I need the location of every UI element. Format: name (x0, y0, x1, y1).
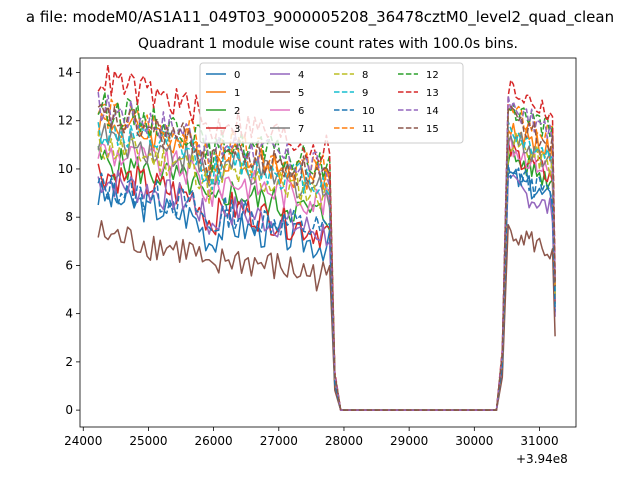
chart-title: Quadrant 1 module wise count rates with … (138, 36, 518, 52)
legend-label-9: 9 (362, 88, 368, 99)
series-line-15 (97, 103, 556, 411)
x-tick-label: 25000 (129, 434, 167, 448)
y-axis: 0 2 4 6 8 10 12 14 (58, 65, 80, 417)
legend-label-0: 0 (234, 70, 240, 81)
series-line-14 (97, 92, 556, 411)
x-tick-label: 28000 (325, 434, 363, 448)
x-tick-label: 29000 (390, 434, 428, 448)
series-line-11 (97, 98, 556, 411)
legend-label-8: 8 (362, 70, 368, 81)
y-tick-label: 0 (65, 403, 73, 417)
series-layer (97, 64, 556, 411)
x-tick-label: 24000 (64, 434, 102, 448)
x-tick-label: 27000 (260, 434, 298, 448)
legend-label-2: 2 (234, 106, 240, 117)
x-axis: 24000 25000 26000 27000 28000 29000 30000 31000 (64, 427, 559, 448)
legend-label-12: 12 (426, 70, 439, 81)
series-line-10 (97, 164, 556, 411)
legend-label-10: 10 (362, 106, 375, 117)
y-tick-label: 2 (65, 355, 73, 369)
x-axis-offset-label: +3.94e8 (516, 452, 568, 466)
y-tick-label: 14 (58, 65, 73, 79)
series-line-1 (97, 113, 556, 411)
y-tick-label: 6 (65, 258, 73, 272)
legend-label-5: 5 (298, 88, 304, 99)
legend-label-15: 15 (426, 124, 439, 135)
legend-label-4: 4 (298, 70, 304, 81)
series-line-0 (97, 168, 556, 411)
axes-frame (79, 57, 577, 428)
x-tick-label: 31000 (520, 434, 558, 448)
legend-label-1: 1 (234, 88, 240, 99)
legend-box (199, 62, 464, 144)
x-tick-label: 30000 (455, 434, 493, 448)
legend-label-3: 3 (234, 124, 240, 135)
y-tick-label: 8 (65, 210, 73, 224)
legend-label-14: 14 (426, 106, 439, 117)
legend-label-6: 6 (298, 106, 304, 117)
x-tick-label: 26000 (195, 434, 233, 448)
series-line-5 (97, 220, 556, 411)
series-line-4 (97, 169, 556, 411)
legend-label-7: 7 (298, 124, 304, 135)
legend-label-13: 13 (426, 88, 439, 99)
series-line-12 (97, 91, 556, 411)
y-tick-label: 4 (65, 307, 73, 321)
y-tick-label: 10 (58, 162, 73, 176)
legend-label-11: 11 (362, 124, 375, 135)
y-tick-label: 12 (58, 114, 73, 128)
series-line-9 (97, 121, 556, 411)
figure-suptitle: a file: modeM0/AS1A11_049T03_9000005208_… (25, 8, 615, 26)
